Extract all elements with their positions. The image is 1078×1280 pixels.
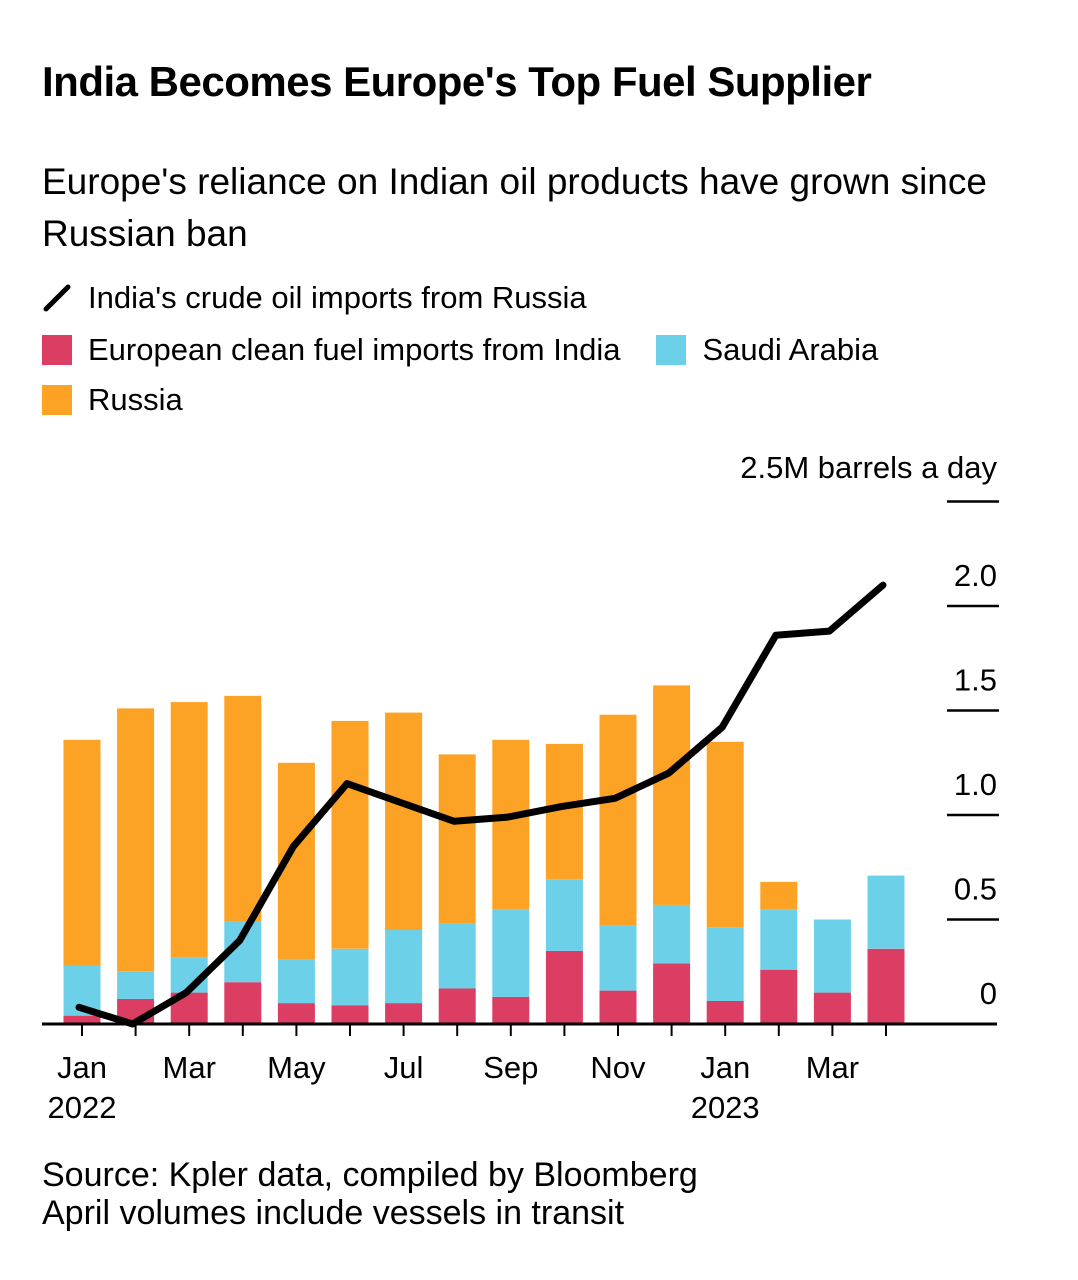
legend-swatch-russia	[42, 385, 72, 415]
bar-segment-russia	[170, 702, 208, 958]
bar-segment-russia	[385, 712, 423, 930]
bar-segment-european-clean-fuel-imports-from-india	[653, 963, 691, 1024]
bar-segment-russia	[760, 881, 798, 910]
bar-segment-saudi-arabia	[438, 923, 476, 989]
y-tick-label: 0.5	[954, 872, 997, 907]
bar-segment-saudi-arabia	[331, 948, 369, 1006]
source-text: Source: Kpler data, compiled by Bloomber…	[42, 1156, 698, 1194]
x-tick-label: Sep	[483, 1050, 538, 1085]
bar-segment-european-clean-fuel-imports-from-india	[492, 996, 530, 1024]
x-tick-label: Jan	[700, 1050, 750, 1085]
x-tick-label: Mar	[163, 1050, 216, 1085]
bar-segment-russia	[653, 685, 691, 905]
bar-segment-european-clean-fuel-imports-from-india	[331, 1005, 369, 1024]
bar-segment-european-clean-fuel-imports-from-india	[706, 1001, 744, 1024]
legend-item-saudi: Saudi Arabia	[656, 332, 878, 368]
bar-segment-russia	[224, 695, 262, 922]
bar-segment-saudi-arabia	[599, 925, 637, 991]
source-note: Source: Kpler data, compiled by Bloomber…	[42, 1156, 698, 1232]
legend-label-india-crude: India's crude oil imports from Russia	[88, 280, 587, 315]
x-tick-label: Jan	[57, 1050, 107, 1085]
line-legend-icon	[43, 284, 71, 312]
x-tick-year-label: 2022	[48, 1090, 117, 1125]
legend-label-india-fuel: European clean fuel imports from India	[88, 332, 621, 367]
legend-row-1: India's crude oil imports from Russia	[42, 280, 587, 316]
bar-segment-russia	[63, 739, 101, 966]
bar-segment-saudi-arabia	[277, 959, 315, 1004]
y-tick-label: 1.5	[954, 663, 997, 698]
x-tick-label: Jul	[384, 1050, 424, 1085]
bar-segment-saudi-arabia	[867, 875, 905, 949]
bar-segment-european-clean-fuel-imports-from-india	[545, 950, 583, 1024]
bar-segment-european-clean-fuel-imports-from-india	[385, 1003, 423, 1024]
legend-item-russia: Russia	[42, 382, 183, 418]
legend-label-russia: Russia	[88, 382, 183, 417]
transit-note: April volumes include vessels in transit	[42, 1194, 625, 1232]
line-layer	[75, 581, 887, 1028]
bar-segment-european-clean-fuel-imports-from-india	[599, 990, 637, 1024]
india-crude-imports-line	[75, 581, 887, 1028]
bar-segment-european-clean-fuel-imports-from-india	[224, 982, 262, 1024]
bar-segment-saudi-arabia	[492, 909, 530, 997]
legend-swatch-india	[42, 335, 72, 365]
x-tick-label: May	[267, 1050, 326, 1085]
chart-subtitle: Europe's reliance on Indian oil products…	[42, 161, 987, 254]
y-tick-label: 0	[980, 976, 997, 1011]
bar-segment-saudi-arabia	[385, 929, 423, 1004]
bar-segment-russia	[438, 754, 476, 924]
bar-segment-european-clean-fuel-imports-from-india	[277, 1003, 315, 1024]
legend-item-india-fuel: European clean fuel imports from India	[42, 332, 620, 368]
bar-segment-saudi-arabia	[760, 909, 798, 970]
legend-row-3: Russia	[42, 382, 183, 418]
x-tick-label: Nov	[590, 1050, 646, 1085]
bar-segment-saudi-arabia	[653, 904, 691, 964]
legend-item-india-crude: India's crude oil imports from Russia	[42, 280, 587, 316]
bar-segment-russia	[706, 741, 744, 928]
bar-segment-russia	[599, 714, 637, 926]
x-tick-label: Mar	[806, 1050, 859, 1085]
bar-segment-european-clean-fuel-imports-from-india	[63, 1015, 101, 1024]
bar-segment-saudi-arabia	[117, 971, 155, 999]
bar-segment-saudi-arabia	[813, 919, 851, 993]
chart-title: India Becomes Europe's Top Fuel Supplier	[42, 58, 872, 105]
y-tick-label: 1.0	[954, 767, 997, 802]
bar-segment-saudi-arabia	[545, 879, 583, 951]
bar-segment-russia	[117, 708, 155, 972]
bar-segment-saudi-arabia	[706, 927, 744, 1001]
bar-segment-russia	[492, 739, 530, 910]
bar-segment-european-clean-fuel-imports-from-india	[867, 948, 905, 1024]
bar-segment-european-clean-fuel-imports-from-india	[760, 969, 798, 1024]
stacked-bar-chart: 2.5M barrels a day 0 0.5 1.0 1.5 2.0 Jan 2022…	[42, 450, 999, 1125]
bar-segment-european-clean-fuel-imports-from-india	[438, 988, 476, 1024]
legend-swatch-saudi	[656, 335, 687, 365]
bar-segment-russia	[331, 720, 369, 949]
bar-segment-european-clean-fuel-imports-from-india	[813, 992, 851, 1024]
legend-label-saudi: Saudi Arabia	[702, 332, 879, 367]
y-axis-unit-label: 2.5M barrels a day	[740, 450, 997, 485]
y-axis-ticks: 0 0.5 1.0 1.5 2.0	[947, 500, 999, 1011]
bars-layer	[63, 685, 905, 1024]
x-axis: Jan 2022 Mar May Jul Sep Nov Jan 2023 Mar	[42, 1022, 997, 1125]
legend-row-2: European clean fuel imports from India S…	[42, 332, 878, 368]
x-tick-year-label: 2023	[691, 1090, 760, 1125]
y-tick-label: 2.0	[954, 558, 997, 593]
